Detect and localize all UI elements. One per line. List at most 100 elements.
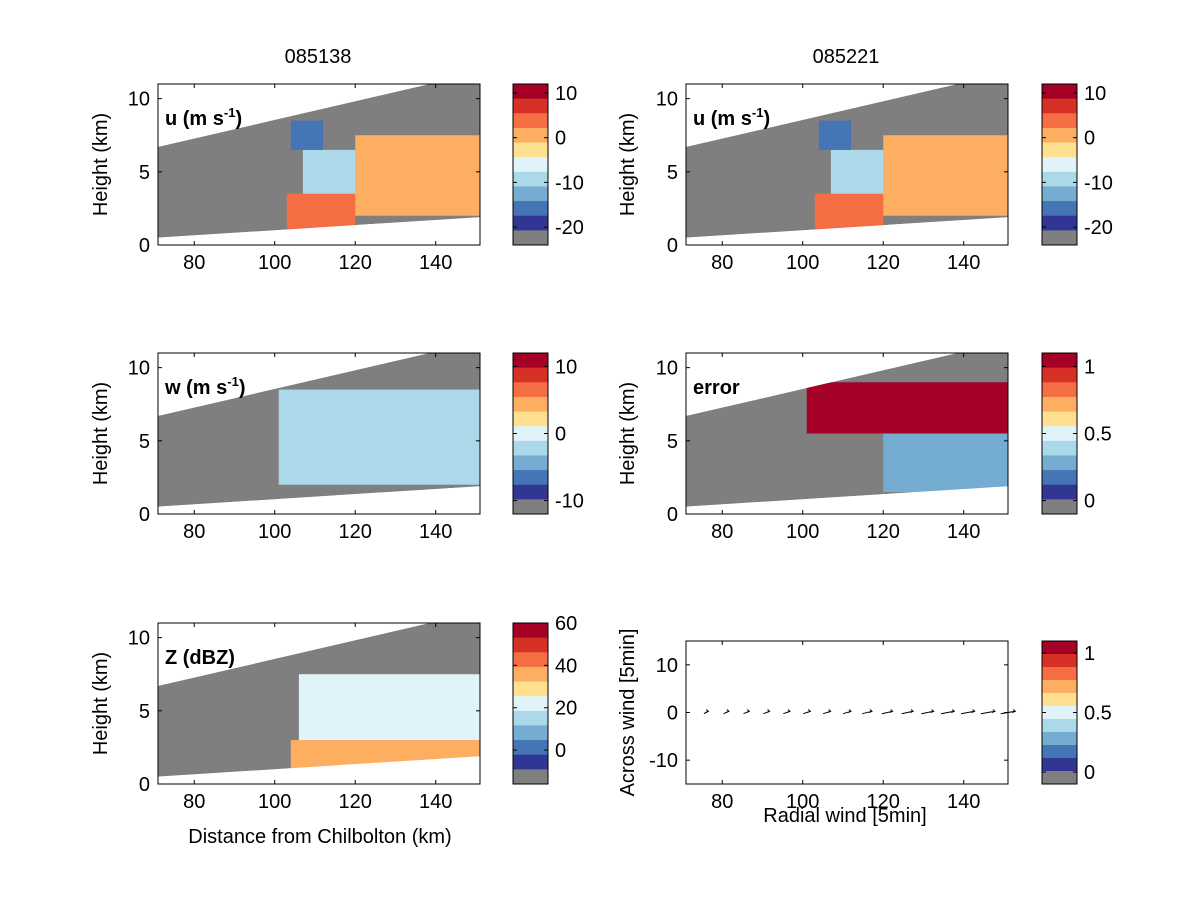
colorbar-tick-label: 0.5: [1084, 703, 1112, 725]
y-tick-label: 10: [656, 655, 678, 677]
colorbar-segment: [513, 142, 548, 158]
colorbar-segment: [513, 710, 548, 726]
x-tick-label: 120: [867, 252, 900, 274]
below-beam-area: [686, 217, 1008, 245]
wind-arrow-head: [991, 709, 996, 713]
x-tick-label: 140: [947, 791, 980, 813]
above-beam-area: [158, 84, 430, 147]
colorbar-segment: [513, 440, 548, 456]
colorbar-tick-label: 0: [1084, 128, 1095, 150]
y-axis-label: Height (km): [90, 382, 112, 485]
colorbar-segment: [1042, 771, 1077, 785]
colorbar-segment: [513, 84, 548, 100]
colorbar-tick-label: 0: [555, 128, 566, 150]
colorbar-segment: [1042, 758, 1077, 772]
colorbar-tick-label: 10: [555, 356, 577, 378]
wind-arrow-head: [766, 709, 771, 713]
colorbar-segment: [513, 171, 548, 187]
data-region-1: [814, 193, 884, 231]
wind-arrow-head: [786, 709, 791, 713]
y-tick-label: 5: [139, 162, 150, 184]
colorbar-segment: [513, 455, 548, 471]
colorbar-tick-label: 1: [1084, 356, 1095, 378]
panel-annotation: error: [693, 377, 740, 399]
x-tick-label: 80: [711, 521, 733, 543]
colorbar-segment: [1042, 470, 1077, 486]
wind-arrow-head: [971, 709, 976, 713]
y-tick-label: 0: [667, 703, 678, 725]
panel-annotation: u (m s-1): [693, 105, 770, 130]
data-region-1: [278, 389, 480, 485]
colorbar-segment: [513, 740, 548, 756]
x-tick-label: 100: [258, 521, 291, 543]
colorbar-tick-label: 0: [555, 740, 566, 762]
colorbar-segment: [1042, 693, 1077, 707]
x-tick-label: 120: [867, 791, 900, 813]
colorbar-segment: [1042, 186, 1077, 202]
y-tick-label: 0: [139, 504, 150, 526]
y-axis-label: Height (km): [90, 113, 112, 216]
colorbar-segment: [513, 113, 548, 129]
column-title-left: 085138: [284, 46, 352, 68]
colorbar-segment: [513, 353, 548, 369]
colorbar-segment: [1042, 680, 1077, 694]
colorbar-tick-label: -20: [1084, 217, 1113, 239]
colorbar-tick-label: 60: [555, 613, 577, 635]
data-region-3: [883, 135, 1008, 216]
colorbar-segment: [513, 637, 548, 653]
x-tick-label: 140: [947, 252, 980, 274]
y-axis-label: Height (km): [90, 652, 112, 755]
colorbar-segment: [1042, 426, 1077, 442]
colorbar-tick-label: 20: [555, 698, 577, 720]
colorbar-tick-label: -10: [555, 491, 584, 513]
colorbar-segment: [1042, 142, 1077, 158]
colorbar-segment: [513, 769, 548, 785]
colorbar-tick-label: 40: [555, 655, 577, 677]
y-tick-label: 0: [667, 504, 678, 526]
colorbar-segment: [1042, 113, 1077, 129]
colorbar-segment: [513, 396, 548, 413]
colorbar-tick-label: 0: [1084, 491, 1095, 513]
colorbar-segment: [1042, 215, 1077, 231]
y-tick-label: 10: [656, 358, 678, 380]
data-region-4: [290, 120, 324, 150]
y-tick-label: 10: [656, 89, 678, 111]
data-region-1: [286, 193, 356, 231]
x-tick-label: 100: [786, 252, 819, 274]
colorbar-segment: [513, 127, 548, 144]
colorbar-segment: [513, 681, 548, 697]
y-tick-label: 5: [667, 431, 678, 453]
colorbar-segment: [1042, 396, 1077, 413]
wind-arrow-head: [807, 709, 812, 713]
y-tick-label: -10: [649, 750, 678, 772]
colorbar-segment: [1042, 484, 1077, 500]
colorbar-segment: [1042, 353, 1077, 369]
colorbar-segment: [513, 367, 548, 383]
x-tick-label: 80: [183, 791, 205, 813]
x-tick-label: 80: [183, 252, 205, 274]
x-axis-label-right: Radial wind [5min]: [763, 805, 927, 827]
colorbar-segment: [1042, 745, 1077, 759]
x-tick-label: 120: [339, 521, 372, 543]
x-tick-label: 80: [183, 521, 205, 543]
colorbar-segment: [1042, 719, 1077, 733]
wind-arrow-head: [889, 709, 894, 713]
wind-arrow-head: [847, 709, 852, 713]
panel-annotation: u (m s-1): [165, 105, 242, 130]
y-axis-label: Across wind [5min]: [617, 629, 639, 797]
above-beam-area: [686, 353, 958, 416]
y-tick-label: 5: [139, 431, 150, 453]
y-tick-label: 5: [139, 701, 150, 723]
x-tick-label: 120: [339, 252, 372, 274]
panel-annotation: Z (dBZ): [165, 647, 235, 669]
wind-arrow-head: [930, 709, 935, 713]
colorbar-segment: [1042, 455, 1077, 471]
y-axis-label: Height (km): [617, 113, 639, 216]
colorbar-segment: [513, 666, 548, 683]
heatmap-layer: [686, 353, 1008, 514]
heatmap-layer: [686, 84, 1008, 245]
y-tick-label: 10: [128, 89, 150, 111]
colorbar-segment: [1042, 732, 1077, 746]
colorbar-segment: [1042, 84, 1077, 100]
x-tick-label: 140: [947, 521, 980, 543]
